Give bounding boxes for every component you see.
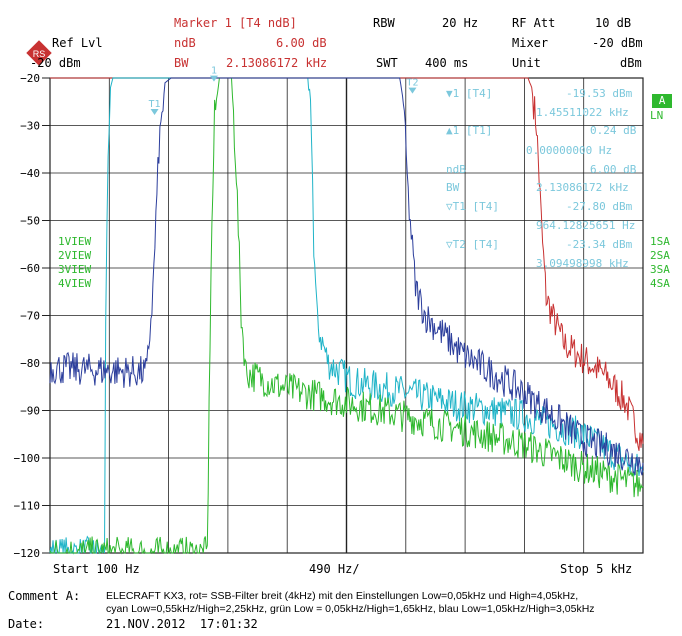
mixer-value: -20 dBm xyxy=(592,36,643,50)
ndb-readout-value: 6.00 dB xyxy=(590,163,637,176)
trace-label-2: 2VIEW xyxy=(58,249,92,262)
y-tick-label: −110 xyxy=(14,500,41,513)
t2-level: -23.34 dBm xyxy=(566,238,633,251)
swt-value: 400 ms xyxy=(425,56,469,70)
ln-label: LN xyxy=(650,109,664,122)
plot-markers: T1 1 T2 xyxy=(149,66,418,116)
comment-line-1: ELECRAFT KX3, rot= SSB-Filter breit (4kH… xyxy=(106,590,579,602)
t2-label: ▽T2 [T4] xyxy=(446,238,499,251)
date-label: Date: xyxy=(8,617,45,631)
y-tick-label: −100 xyxy=(14,452,41,465)
d1-label: ▲1 [T1] xyxy=(446,124,493,137)
comment-line-2: cyan Low=0,55kHz/High=2,25kHz, grün Low … xyxy=(106,603,595,615)
bw-readout-label: BW xyxy=(446,181,460,194)
y-tick-label: −20 xyxy=(20,72,40,85)
y-tick-label: −120 xyxy=(14,547,41,560)
ref-level-label: Ref Lvl xyxy=(52,36,103,50)
trace-label-3: 3VIEW xyxy=(58,263,92,276)
y-tick-label: −60 xyxy=(20,262,40,275)
d1-freq: 0.00000000 Hz xyxy=(526,144,613,157)
y-tick-label: −80 xyxy=(20,357,40,370)
ndb-readout-label: ndB xyxy=(446,163,466,176)
x-stop-label: Stop 5 kHz xyxy=(560,562,633,576)
unit-value: dBm xyxy=(620,56,642,70)
sa-label-4: 4SA xyxy=(650,277,670,290)
unit-label: Unit xyxy=(512,56,541,70)
m1-level: -19.53 dBm xyxy=(566,87,633,100)
bw-label: BW xyxy=(174,56,189,70)
ndb-value: 6.00 dB xyxy=(276,36,327,50)
y-tick-label: −90 xyxy=(20,405,40,418)
bw-value: 2.13086172 kHz xyxy=(226,56,328,70)
t2-freq: 3.09498998 kHz xyxy=(536,257,629,270)
bw-readout-value: 2.13086172 kHz xyxy=(536,181,629,194)
t1-marker-label: T1 xyxy=(149,99,161,110)
sa-label-3: 3SA xyxy=(650,263,670,276)
m1-freq: 1.45511022 kHz xyxy=(536,106,629,119)
m1-marker-symbol xyxy=(209,75,218,82)
trace-blue xyxy=(49,77,644,476)
trace-green xyxy=(49,77,644,555)
x-start-label: Start 100 Hz xyxy=(53,562,140,576)
mixer-label: Mixer xyxy=(512,36,549,50)
y-tick-label: −50 xyxy=(20,215,40,228)
y-tick-label: −40 xyxy=(20,167,40,180)
ref-level-value: -20 dBm xyxy=(30,56,81,70)
marker-title: Marker 1 [T4 ndB] xyxy=(174,16,297,30)
rf-att-value: 10 dB xyxy=(595,16,632,30)
t2-marker-symbol xyxy=(408,87,417,94)
rf-att-label: RF Att xyxy=(512,16,556,30)
rohde-schwarz-logo: RS xyxy=(6,20,52,66)
date-value: 21.NOV.2012 17:01:32 xyxy=(106,617,258,631)
a-badge: A xyxy=(652,94,672,108)
trace-label-1: 1VIEW xyxy=(58,235,92,248)
m1-label: ▼1 [T4] xyxy=(446,87,493,100)
y-tick-label: −30 xyxy=(20,120,40,133)
rbw-value: 20 Hz xyxy=(442,16,479,30)
trace-label-4: 4VIEW xyxy=(58,277,92,290)
comment-label: Comment A: xyxy=(8,589,81,603)
x-center-label: 490 Hz/ xyxy=(309,562,360,576)
rbw-label: RBW xyxy=(373,16,395,30)
d1-level: 0.24 dB xyxy=(590,124,637,137)
y-tick-label: −70 xyxy=(20,310,40,323)
t1-level: -27.80 dBm xyxy=(566,200,633,213)
sa-label-2: 2SA xyxy=(650,249,670,262)
svg-text:RS: RS xyxy=(33,49,46,59)
ndb-label: ndB xyxy=(174,36,196,50)
sa-label-1: 1SA xyxy=(650,235,670,248)
t1-freq: 964.12825651 Hz xyxy=(536,219,636,232)
t1-label: ▽T1 [T4] xyxy=(446,200,499,213)
y-axis-tick-labels: −20 −30 −40 −50 −60 −70 −80 −90 −100 −110 −120 xyxy=(14,72,41,560)
t2-marker-label: T2 xyxy=(406,78,418,89)
trace-lines xyxy=(49,77,644,555)
m1-marker-label: 1 xyxy=(211,66,217,77)
t1-marker-symbol xyxy=(150,109,159,116)
swt-label: SWT xyxy=(376,56,398,70)
